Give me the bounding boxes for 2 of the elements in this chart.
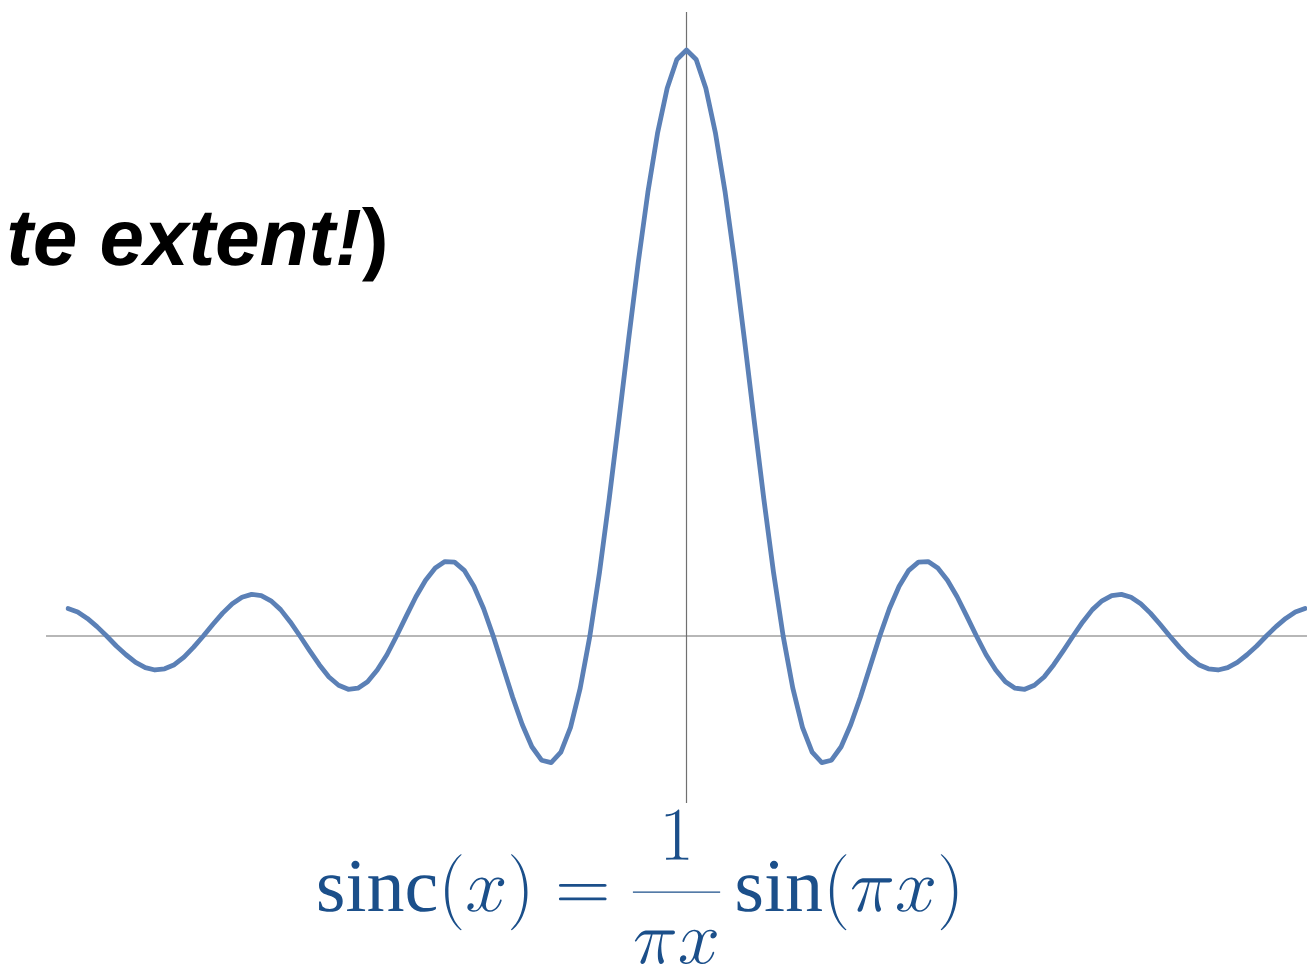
text: $\mathrm{sinc}(x) = \frac{1}{\pi x}\sin(\pi x)$ xyxy=(318,809,958,964)
text: te extent!) xyxy=(9,207,385,282)
